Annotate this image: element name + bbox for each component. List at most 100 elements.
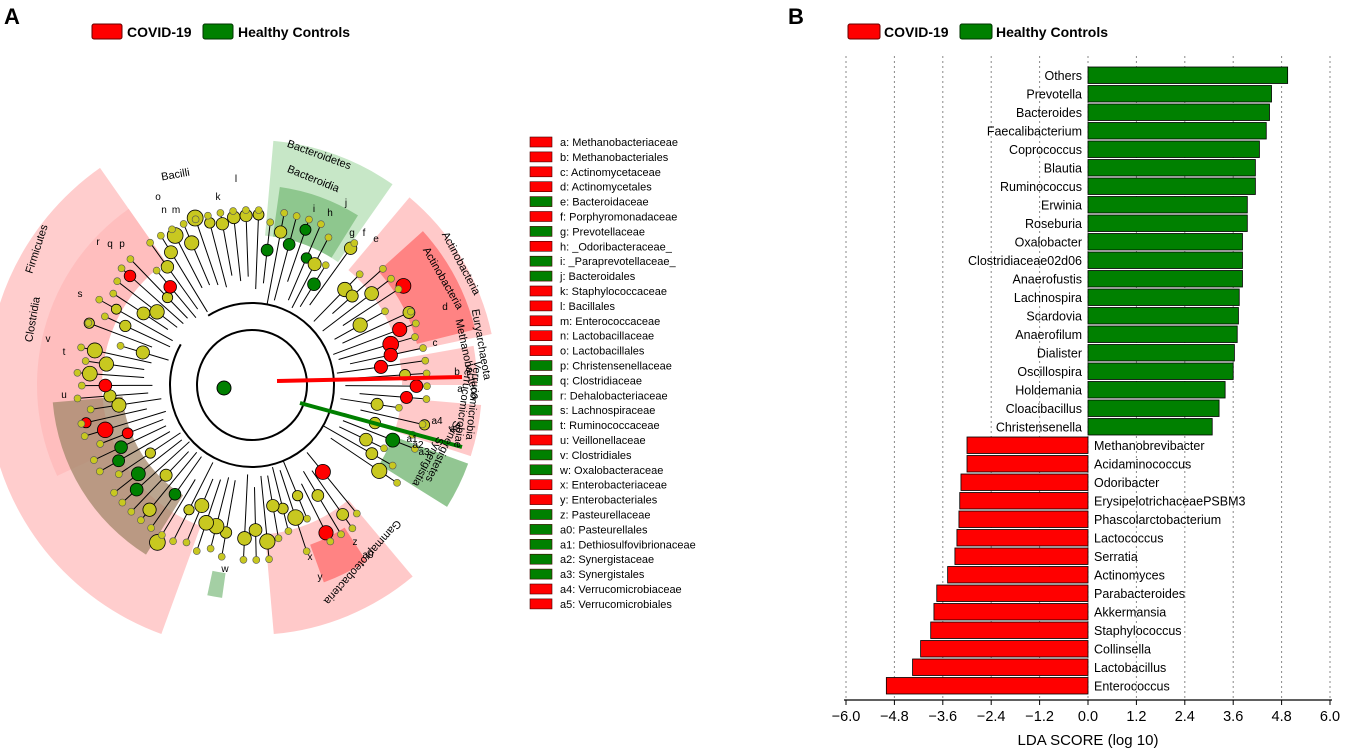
taxa-legend-entry-a4: a4: Verrucomicrobiaceae <box>560 584 682 596</box>
sector-letter-i: i <box>313 204 315 215</box>
tree-leaf <box>113 277 122 286</box>
tree-leaf <box>242 206 250 214</box>
sector-letter-j: j <box>344 198 347 209</box>
chart-x-tick-label: 4.8 <box>1272 709 1292 725</box>
tree-root-ring <box>196 329 308 441</box>
tree-node <box>86 342 103 359</box>
tree-leaf <box>216 209 225 217</box>
sector-letter-a4: a4 <box>431 416 443 427</box>
tree-node <box>292 490 304 502</box>
taxa-legend-entry-a0: a0: Pasteurellales <box>560 524 648 536</box>
bar-label: Collinsella <box>1094 643 1151 657</box>
bar-dialister <box>1087 344 1235 362</box>
sector-letter-m: m <box>172 205 180 216</box>
bar-oscillospira <box>1087 362 1234 380</box>
cladogram-legend: COVID-19 Healthy Controls <box>91 23 350 40</box>
sector-enterobacteriales <box>310 527 367 583</box>
tree-leaf <box>239 555 248 564</box>
tree-node <box>314 463 331 480</box>
tree-branch <box>113 439 183 494</box>
bar-label: Staphylococcus <box>1094 624 1182 638</box>
sector-letter-q: q <box>107 239 113 250</box>
bar-label: Others <box>1044 69 1082 83</box>
sector-letter-v: v <box>46 334 51 345</box>
tree-leaf <box>80 432 89 440</box>
tree-node <box>163 280 177 294</box>
sector-letter-s: s <box>78 289 83 300</box>
panel-letter-b: B <box>788 4 804 29</box>
tree-node <box>282 238 296 251</box>
sector-verrucomicrobia <box>394 398 482 457</box>
tree-leaf <box>73 394 82 403</box>
bar-blautia <box>1087 159 1256 177</box>
taxa-legend-entry-k: k: Staphylococcaceae <box>560 286 667 298</box>
taxa-legend-entry-a2: a2: Synergistaceae <box>560 554 654 566</box>
taxa-legend-swatch-u <box>529 434 553 446</box>
taxa-legend-entry-a: a: Methanobacteriaceae <box>560 137 678 149</box>
tree-node <box>311 489 325 502</box>
taxa-legend-entry-u: u: Veillonellaceae <box>560 435 646 447</box>
tree-branch <box>255 210 260 290</box>
tree-leaf <box>284 527 293 535</box>
tree-node <box>123 269 137 283</box>
tree-leaf <box>411 445 419 453</box>
bar-coprococcus <box>1087 140 1260 158</box>
tree-node <box>164 245 178 260</box>
tree-node <box>110 303 122 315</box>
tree-node <box>409 379 424 393</box>
tree-node <box>260 243 274 257</box>
tree-branch <box>156 270 197 319</box>
tree-leaf <box>77 381 86 390</box>
tree-node <box>183 504 195 516</box>
tree-branch-methanobacteria <box>276 375 463 383</box>
tree-leaf <box>411 333 419 341</box>
chart-legend-swatch-covid <box>847 23 881 40</box>
tree-node <box>161 291 174 304</box>
sector-letter-c: c <box>433 338 438 349</box>
tree-leaf <box>407 307 415 316</box>
chart-x-axis-label: LDA SCORE (log 10) <box>1018 732 1159 749</box>
chart-legend-label-covid: COVID-19 <box>884 24 949 40</box>
tree-branch <box>172 462 214 542</box>
tree-node <box>184 235 200 251</box>
tree-leaf <box>423 382 431 391</box>
tree-branch <box>99 431 171 472</box>
tree-leaf <box>110 488 118 497</box>
taxa-legend-entry-t: t: Ruminococcaceae <box>560 420 660 432</box>
bar-acidaminococcus <box>966 455 1089 473</box>
taxa-legend-entry-o: o: Lactobacillales <box>560 346 645 358</box>
legend-swatch-covid <box>91 23 123 40</box>
bar-label: Akkermansia <box>1094 606 1166 620</box>
tree-leaf <box>324 233 333 242</box>
taxa-legend-entry-r: r: Dehalobacteriaceae <box>560 390 668 402</box>
tree-node <box>112 454 125 468</box>
tree-branch <box>303 471 342 535</box>
tree-leaf <box>292 212 301 220</box>
taxa-legend-swatch-y <box>529 494 553 505</box>
tree-leaf <box>395 403 403 412</box>
chart-bars <box>885 66 1289 695</box>
taxa-legend-entry-d: d: Actinomycetales <box>560 182 652 194</box>
tree-branch <box>130 451 189 513</box>
tree-branch <box>130 258 188 319</box>
tree-leaf <box>126 255 135 263</box>
tree-leaf <box>388 461 397 470</box>
taxa-legend-swatch-o <box>529 345 553 356</box>
tree-node <box>307 277 321 292</box>
tree-leaf <box>191 215 200 224</box>
chart-bar-labels: Others Prevotella Bacteroides Faecalibacter… <box>968 69 1245 694</box>
bar-label: Serratia <box>1094 550 1138 564</box>
tree-node <box>149 304 165 320</box>
tree-node <box>135 345 150 360</box>
taxa-legend-entry-a5: a5: Verrucomicrobiales <box>560 599 672 611</box>
tree-node <box>159 468 173 482</box>
bar-label: Prevotella <box>1026 88 1082 102</box>
bar-scardovia <box>1087 307 1239 325</box>
tree-leaf <box>118 498 127 507</box>
chart-x-tick-label: −4.8 <box>880 709 909 725</box>
taxa-legend: a: Methanobacteriaceae b: Methanobacteria… <box>529 136 696 611</box>
tree-leaf <box>146 238 154 247</box>
chart-x-tick-label: 0.0 <box>1078 709 1098 725</box>
tree-branch <box>116 280 178 328</box>
sector-oxalobacteraceae <box>207 570 226 598</box>
